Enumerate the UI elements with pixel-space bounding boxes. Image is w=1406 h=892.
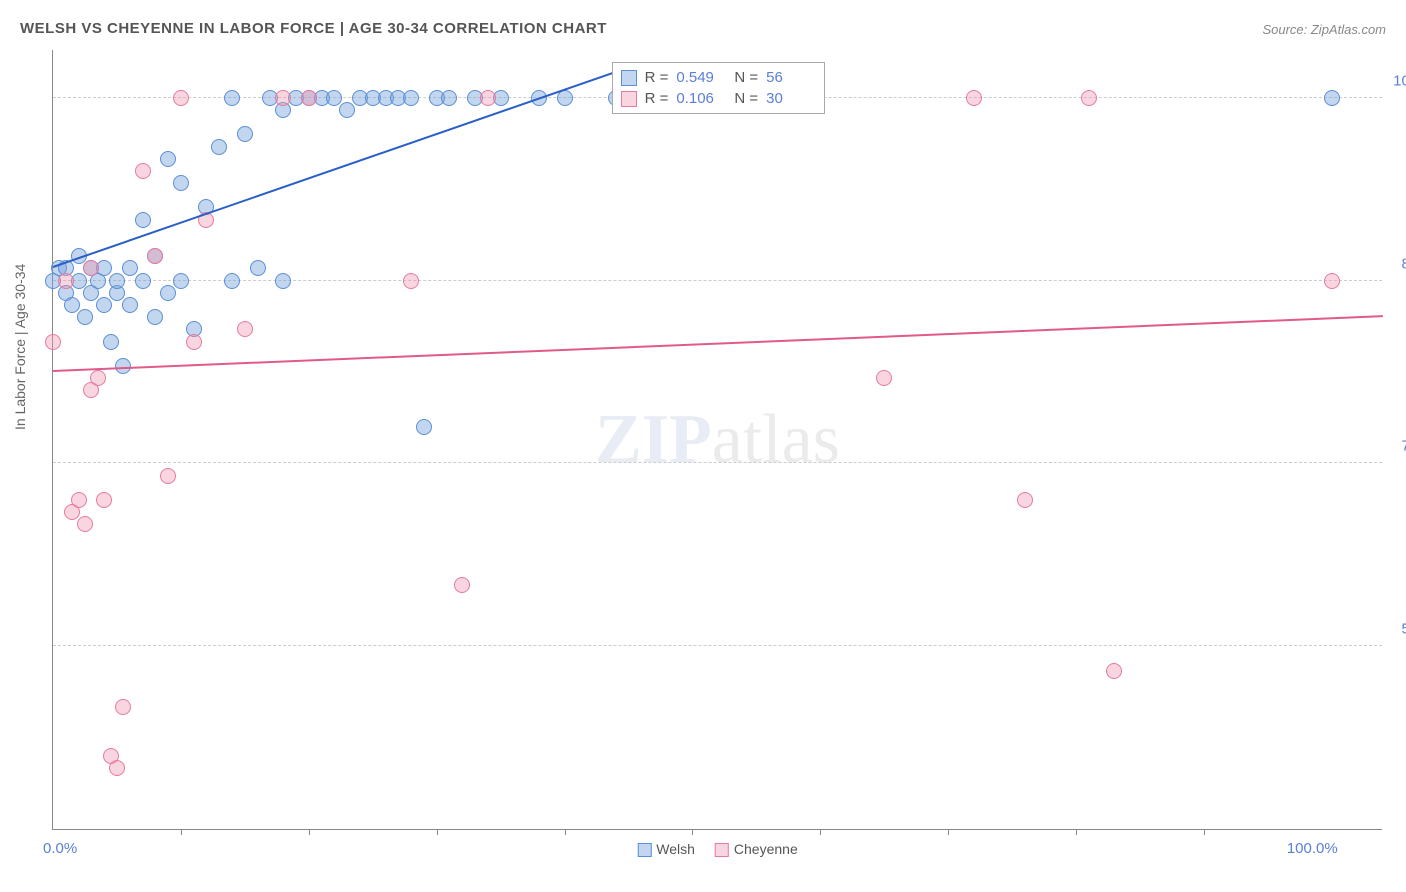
r-label: R = <box>645 90 669 107</box>
source-label: Source: ZipAtlas.com <box>1262 22 1386 37</box>
welsh-point <box>237 126 253 142</box>
cheyenne-point <box>83 260 99 276</box>
cheyenne-point <box>403 273 419 289</box>
welsh-point <box>135 273 151 289</box>
welsh-point <box>326 90 342 106</box>
welsh-point <box>416 419 432 435</box>
n-value: 56 <box>766 69 816 86</box>
cheyenne-point <box>71 492 87 508</box>
cheyenne-point <box>301 90 317 106</box>
n-label: N = <box>734 69 758 86</box>
welsh-point <box>96 297 112 313</box>
welsh-point <box>122 297 138 313</box>
x-tick <box>437 829 438 835</box>
welsh-point <box>441 90 457 106</box>
cheyenne-point <box>480 90 496 106</box>
stats-legend-row: R = 0.549 N = 56 <box>621 67 817 88</box>
cheyenne-point <box>90 370 106 386</box>
cheyenne-point <box>237 321 253 337</box>
cheyenne-point <box>1324 273 1340 289</box>
legend: Welsh Cheyenne <box>637 841 797 857</box>
x-tick <box>309 829 310 835</box>
n-value: 30 <box>766 90 816 107</box>
welsh-point <box>77 309 93 325</box>
welsh-point <box>339 102 355 118</box>
x-axis-label: 0.0% <box>43 840 77 857</box>
r-value: 0.106 <box>676 90 726 107</box>
cheyenne-point <box>115 699 131 715</box>
cheyenne-point <box>1106 663 1122 679</box>
y-tick-label: 55.0% <box>1401 621 1406 638</box>
welsh-point <box>250 260 266 276</box>
welsh-point <box>1324 90 1340 106</box>
welsh-point <box>109 273 125 289</box>
legend-swatch <box>637 843 651 857</box>
legend-swatch <box>621 70 637 86</box>
y-tick-label: 100.0% <box>1393 72 1406 89</box>
x-tick <box>565 829 566 835</box>
legend-item: Welsh <box>637 841 695 857</box>
gridline <box>53 280 1382 281</box>
welsh-point <box>160 285 176 301</box>
welsh-point <box>64 297 80 313</box>
cheyenne-point <box>173 90 189 106</box>
x-axis-label: 100.0% <box>1287 840 1338 857</box>
x-tick <box>181 829 182 835</box>
welsh-point <box>224 90 240 106</box>
welsh-point <box>224 273 240 289</box>
cheyenne-point <box>58 273 74 289</box>
plot-area: ZIPatlas 55.0%70.0%85.0%100.0%0.0%100.0%… <box>52 50 1382 830</box>
cheyenne-point <box>1017 492 1033 508</box>
gridline <box>53 462 1382 463</box>
cheyenne-point <box>454 577 470 593</box>
cheyenne-point <box>147 248 163 264</box>
welsh-point <box>103 334 119 350</box>
cheyenne-point <box>77 516 93 532</box>
x-tick <box>1204 829 1205 835</box>
x-tick <box>948 829 949 835</box>
gridline <box>53 645 1382 646</box>
watermark: ZIPatlas <box>595 400 840 480</box>
y-tick-label: 70.0% <box>1401 438 1406 455</box>
cheyenne-point <box>96 492 112 508</box>
legend-item: Cheyenne <box>715 841 798 857</box>
welsh-point <box>403 90 419 106</box>
legend-swatch <box>715 843 729 857</box>
welsh-point <box>275 273 291 289</box>
chart-title: WELSH VS CHEYENNE IN LABOR FORCE | AGE 3… <box>20 20 607 37</box>
cheyenne-point <box>876 370 892 386</box>
cheyenne-point <box>135 163 151 179</box>
cheyenne-point <box>186 334 202 350</box>
cheyenne-point <box>275 90 291 106</box>
r-value: 0.549 <box>676 69 726 86</box>
welsh-point <box>147 309 163 325</box>
stats-legend-row: R = 0.106 N = 30 <box>621 88 817 109</box>
welsh-point <box>173 273 189 289</box>
cheyenne-point <box>109 760 125 776</box>
y-axis-label: In Labor Force | Age 30-34 <box>12 264 28 430</box>
cheyenne-point <box>1081 90 1097 106</box>
n-label: N = <box>734 90 758 107</box>
cheyenne-point <box>45 334 61 350</box>
welsh-point <box>211 139 227 155</box>
welsh-point <box>135 212 151 228</box>
legend-swatch <box>621 91 637 107</box>
welsh-point <box>173 175 189 191</box>
x-tick <box>820 829 821 835</box>
cheyenne-point <box>966 90 982 106</box>
y-tick-label: 85.0% <box>1401 255 1406 272</box>
stats-legend: R = 0.549 N = 56 R = 0.106 N = 30 <box>612 62 826 114</box>
cheyenne-trendline <box>53 315 1383 372</box>
cheyenne-point <box>160 468 176 484</box>
welsh-point <box>160 151 176 167</box>
r-label: R = <box>645 69 669 86</box>
x-tick <box>692 829 693 835</box>
welsh-point <box>122 260 138 276</box>
x-tick <box>1076 829 1077 835</box>
